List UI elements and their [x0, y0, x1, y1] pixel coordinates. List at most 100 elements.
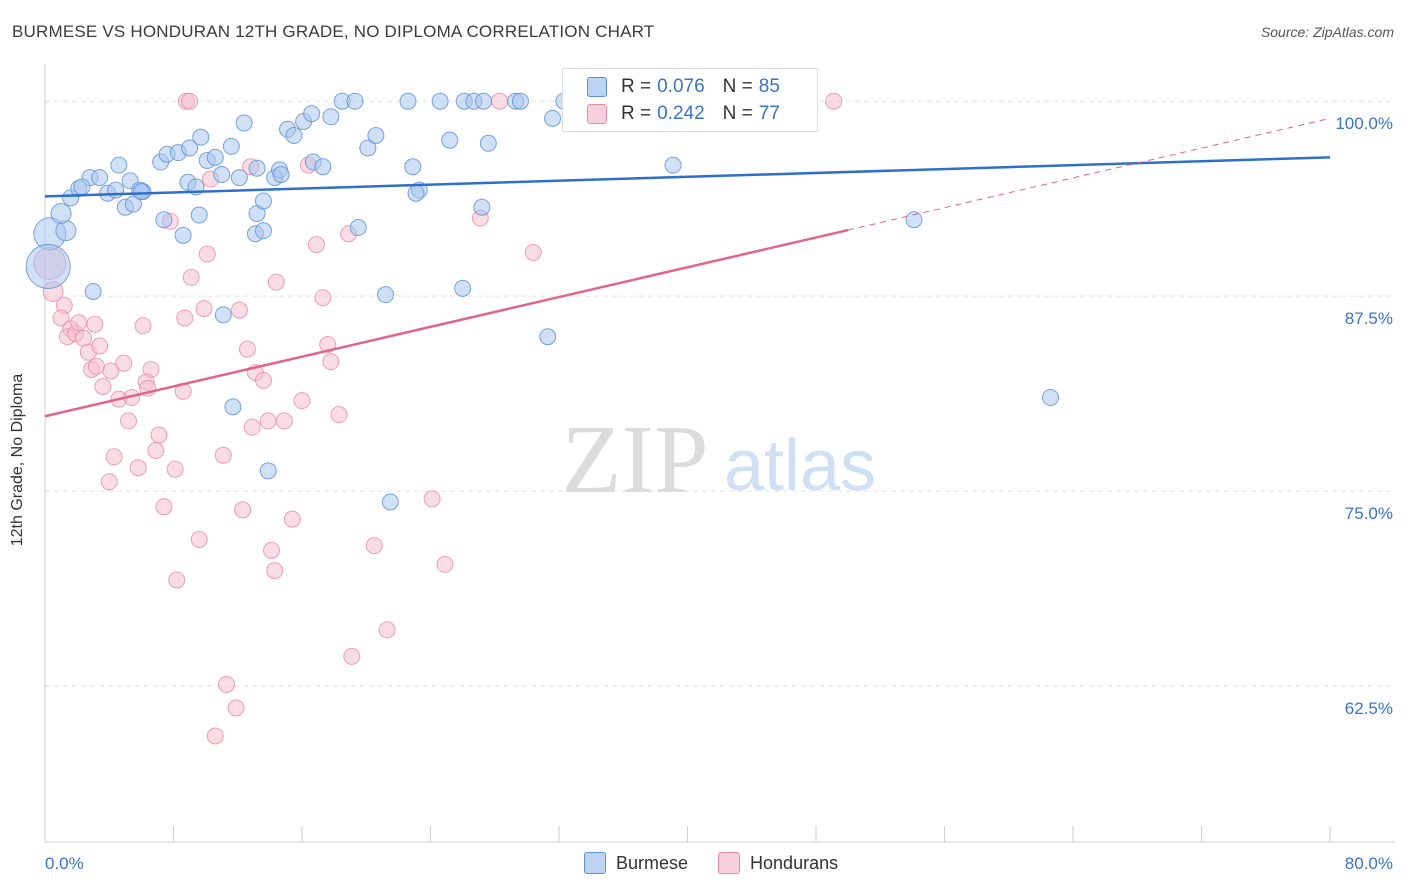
- legend-r-value-hondurans: 0.242: [657, 103, 705, 124]
- x-tick-label-max: 80.0%: [1345, 854, 1393, 873]
- burmese-point: [214, 306, 232, 324]
- burmese-point: [50, 202, 72, 224]
- hondurans-point: [87, 357, 105, 375]
- burmese-point: [206, 148, 224, 166]
- hondurans-point: [147, 442, 165, 460]
- hondurans-point: [283, 510, 301, 528]
- hondurans-point: [100, 473, 118, 491]
- burmese-point: [192, 128, 210, 146]
- burmese-point: [272, 165, 290, 183]
- hondurans-point: [436, 555, 454, 573]
- burmese-point: [349, 219, 367, 237]
- chart-title: BURMESE VS HONDURAN 12TH GRADE, NO DIPLO…: [12, 22, 655, 41]
- hondurans-point: [176, 309, 194, 327]
- series-hondurans-points: [33, 92, 843, 745]
- legend-row-burmese: R = 0.076 N = 85: [587, 75, 786, 99]
- burmese-point: [905, 211, 923, 229]
- burmese-point: [124, 195, 142, 213]
- series-legend: Burmese Hondurans: [584, 852, 868, 874]
- hondurans-point: [182, 268, 200, 286]
- hondurans-point: [150, 426, 168, 444]
- hondurans-point: [423, 490, 441, 508]
- hondurans-point: [491, 92, 509, 110]
- y-tick-label: 62.5%: [1345, 699, 1393, 718]
- hondurans-point: [129, 459, 147, 477]
- y-axis-label: 12th Grade, No Diploma: [9, 373, 26, 547]
- burmese-point: [322, 108, 340, 126]
- y-tick-label: 75.0%: [1345, 504, 1393, 523]
- legend-swatch-hondurans: [587, 104, 607, 124]
- burmese-point: [84, 282, 102, 300]
- x-tick-label-min: 0.0%: [45, 854, 84, 873]
- burmese-point: [254, 192, 272, 210]
- hondurans-point: [259, 412, 277, 430]
- hondurans-point: [365, 537, 383, 555]
- legend-n-value-burmese: 85: [758, 76, 780, 97]
- burmese-point: [479, 134, 497, 152]
- hondurans-point: [314, 289, 332, 307]
- hondurans-point: [378, 621, 396, 639]
- burmese-point: [431, 92, 449, 110]
- burmese-point: [539, 328, 557, 346]
- stats-legend: R = 0.076 N = 85 R = 0.242 N = 77: [562, 68, 818, 132]
- legend-item-burmese[interactable]: Burmese: [584, 852, 688, 874]
- burmese-point: [377, 286, 395, 304]
- hondurans-point: [218, 675, 236, 693]
- hondurans-point: [343, 647, 361, 665]
- hondurans-point: [266, 562, 284, 580]
- burmese-point: [224, 398, 242, 416]
- burmese-point: [213, 165, 231, 183]
- hondurans-point: [91, 337, 109, 355]
- burmese-point: [473, 198, 491, 216]
- burmese-point: [235, 114, 253, 132]
- burmese-point: [230, 169, 248, 187]
- legend-n-value-hondurans: 77: [758, 103, 780, 124]
- burmese-point: [303, 105, 321, 123]
- burmese-point: [407, 184, 425, 202]
- hondurans-point: [262, 541, 280, 559]
- burmese-point: [110, 156, 128, 174]
- hondurans-point: [198, 245, 216, 263]
- hondurans-point: [275, 412, 293, 430]
- hondurans-point: [166, 460, 184, 478]
- burmese-point: [381, 493, 399, 511]
- burmese-point: [174, 226, 192, 244]
- hondurans-point: [190, 530, 208, 548]
- legend-swatch-burmese: [587, 77, 607, 97]
- hondurans-point: [86, 315, 104, 333]
- trend-line-hondurans: [44, 228, 849, 418]
- legend-row-hondurans: R = 0.242 N = 77: [587, 102, 786, 126]
- trend-lines: [44, 117, 1331, 418]
- burmese-point: [25, 244, 71, 290]
- legend-item-hondurans[interactable]: Hondurans: [718, 852, 838, 874]
- hondurans-point: [105, 448, 123, 466]
- hondurans-point: [238, 340, 256, 358]
- hondurans-point: [293, 392, 311, 410]
- y-tick-label: 87.5%: [1345, 309, 1393, 328]
- hondurans-point: [206, 727, 224, 745]
- hondurans-point: [168, 571, 186, 589]
- trend-line-burmese: [44, 156, 1331, 198]
- hondurans-point: [825, 92, 843, 110]
- grid-lines: [45, 100, 1395, 687]
- hondurans-point: [115, 354, 133, 372]
- legend-n-label: N =: [722, 76, 753, 97]
- burmese-point: [346, 92, 364, 110]
- hondurans-point: [52, 309, 70, 327]
- hondurans-point: [267, 273, 285, 291]
- legend-swatch-hondurans: [718, 852, 741, 874]
- hondurans-point: [195, 300, 213, 318]
- burmese-point: [190, 206, 208, 224]
- hondurans-point: [214, 446, 232, 464]
- hondurans-point: [70, 314, 88, 332]
- burmese-point: [454, 279, 472, 297]
- burmese-point: [222, 137, 240, 155]
- burmese-point: [399, 92, 417, 110]
- burmese-point: [544, 109, 562, 127]
- watermark-zip: ZIP: [562, 406, 709, 514]
- hondurans-point: [307, 236, 325, 254]
- burmese-point: [91, 169, 109, 187]
- burmese-point: [441, 131, 459, 149]
- watermark-atlas: atlas: [724, 426, 876, 506]
